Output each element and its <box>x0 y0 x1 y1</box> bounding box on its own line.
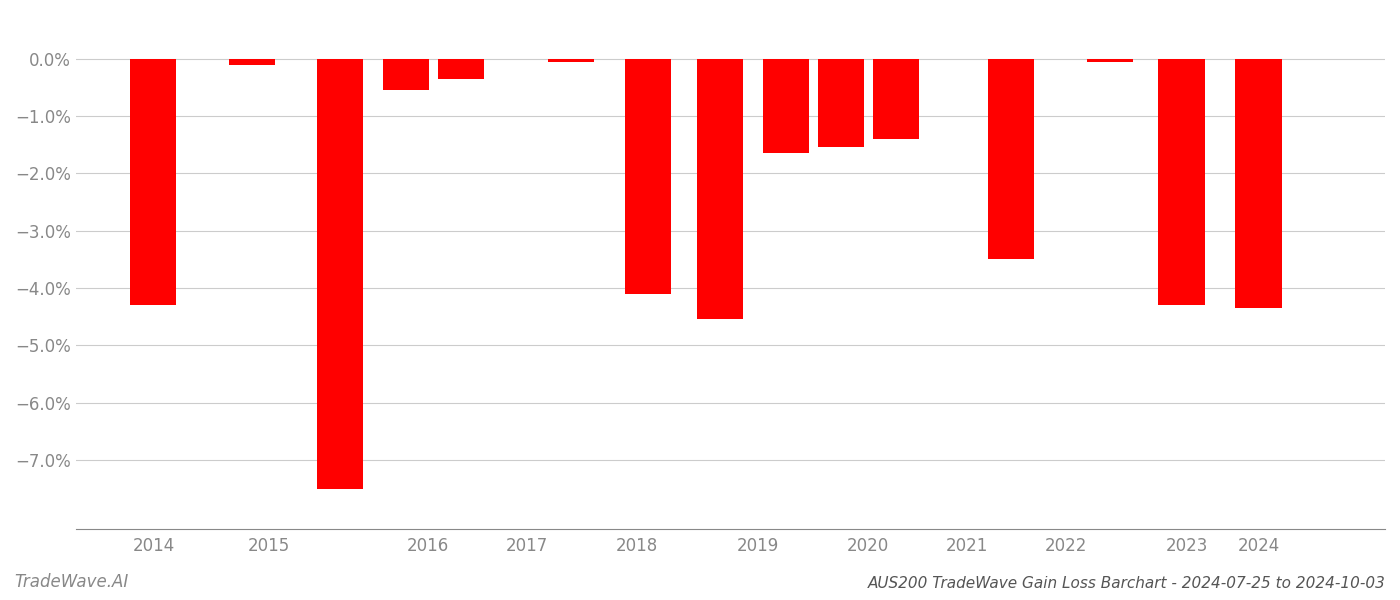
Bar <box>1158 59 1204 305</box>
Bar <box>626 59 672 293</box>
Bar <box>130 59 176 305</box>
Bar <box>763 59 809 153</box>
Bar <box>318 59 364 488</box>
Bar <box>230 59 276 65</box>
Bar <box>438 59 484 79</box>
Bar <box>549 59 595 62</box>
Text: AUS200 TradeWave Gain Loss Barchart - 2024-07-25 to 2024-10-03: AUS200 TradeWave Gain Loss Barchart - 20… <box>868 576 1386 591</box>
Bar <box>1086 59 1133 62</box>
Bar <box>872 59 918 139</box>
Bar <box>384 59 430 90</box>
Bar <box>697 59 743 319</box>
Text: TradeWave.AI: TradeWave.AI <box>14 573 129 591</box>
Bar <box>988 59 1035 259</box>
Bar <box>1235 59 1281 308</box>
Bar <box>818 59 864 148</box>
